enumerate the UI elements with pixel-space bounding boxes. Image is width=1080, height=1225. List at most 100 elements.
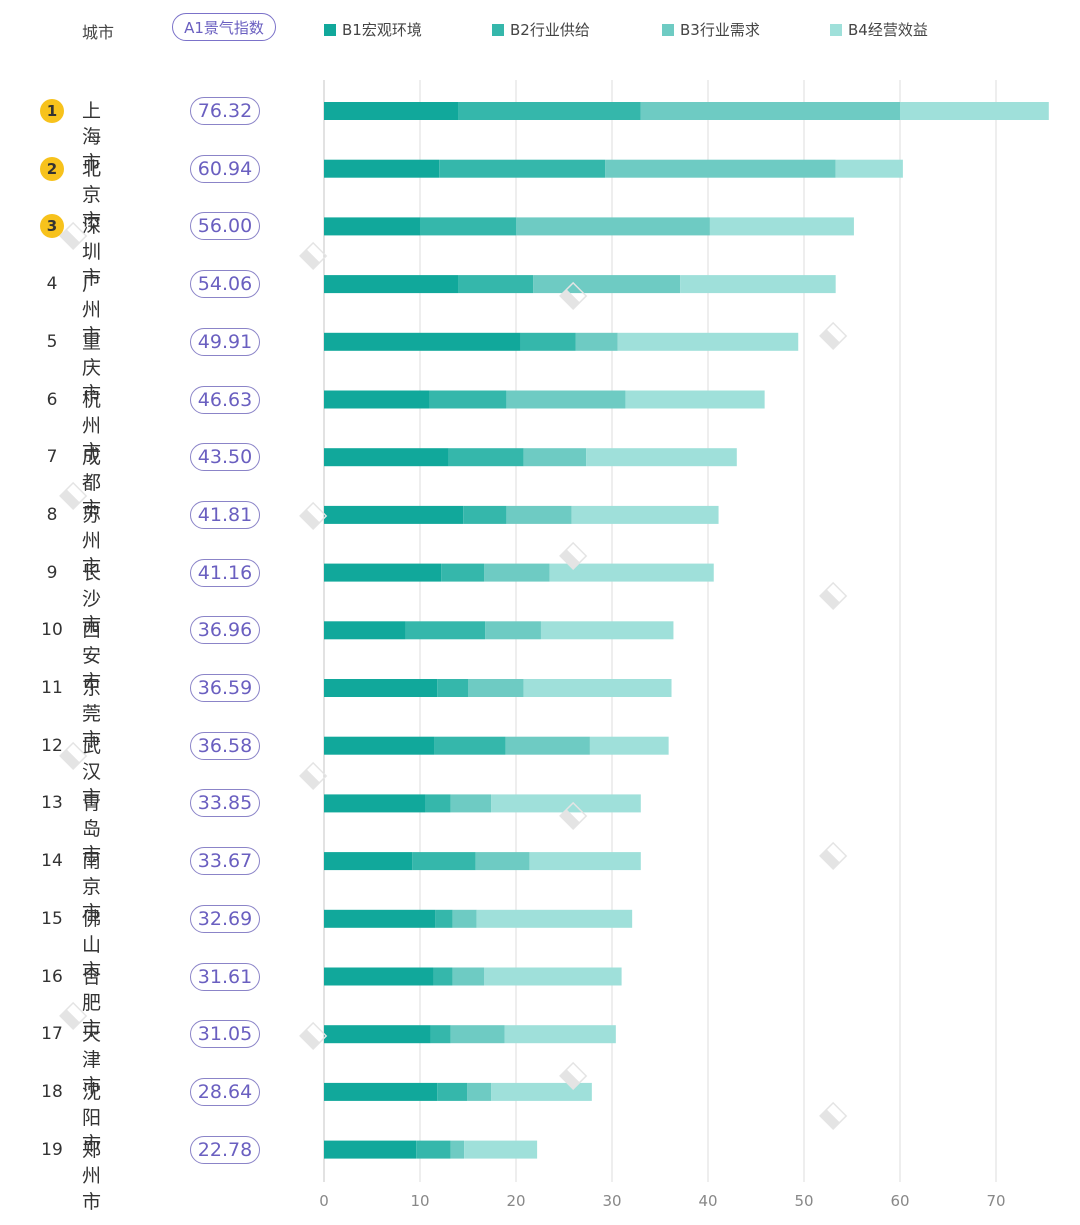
city-label: 沈阳市: [82, 1080, 102, 1155]
city-label: 南京市: [82, 850, 102, 925]
legend-label-b2: B2行业供给: [510, 21, 590, 39]
bar-segment-1-row-17: [324, 1025, 431, 1044]
bar-segment-4-row-3: [709, 217, 854, 236]
index-value-pill: 31.61: [190, 962, 260, 991]
bar-segment-3-row-8: [506, 505, 572, 524]
rank-badge: 7: [46, 447, 58, 468]
bar-segment-3-row-3: [516, 217, 710, 236]
bar-segment-4-row-9: [549, 563, 714, 582]
bar-segment-1-row-11: [324, 679, 438, 697]
index-value-pill: 22.78: [190, 1135, 260, 1164]
bar-segment-4-row-12: [589, 736, 669, 755]
legend-swatch-b2: [492, 23, 504, 36]
rank-badge: 6: [46, 389, 58, 410]
city-label: 重庆市: [82, 330, 102, 405]
bar-segment-4-row-8: [571, 505, 719, 524]
bar-segment-1-row-10: [324, 621, 406, 640]
city-label: 郑州市: [82, 1138, 102, 1213]
rank-badge: 9: [46, 562, 58, 583]
rank-badge: 12: [41, 735, 63, 756]
bar-segment-1-row-16: [324, 967, 434, 986]
x-tick-label-50: 50: [794, 1192, 813, 1210]
bar-segment-4-row-7: [586, 448, 737, 467]
index-value-pill: 33.67: [190, 847, 260, 876]
bar-segment-2-row-3: [420, 217, 516, 236]
bar-segment-2-row-13: [425, 794, 451, 813]
city-label: 青岛市: [82, 792, 102, 867]
index-value-pill: 36.96: [190, 616, 260, 645]
bar-segment-4-row-10: [540, 621, 674, 640]
bar-segment-1-row-4: [324, 275, 459, 294]
bar-segment-1-row-1: [324, 102, 459, 120]
x-tick-label-30: 30: [602, 1192, 621, 1210]
bar-segment-3-row-4: [533, 275, 681, 294]
bar-segment-1-row-15: [324, 909, 436, 928]
bar-segment-4-row-5: [617, 332, 799, 351]
bar-segment-2-row-6: [429, 390, 507, 409]
bar-segment-3-row-12: [505, 736, 590, 755]
index-value-pill: 32.69: [190, 904, 260, 933]
bar-segment-3-row-14: [475, 852, 530, 871]
bar-segment-4-row-6: [625, 390, 765, 409]
legend-item-b3: B3行业需求: [662, 19, 760, 40]
rank-badge: 1: [40, 99, 64, 123]
rank-badge: 15: [41, 908, 63, 929]
index-value-pill: 54.06: [190, 270, 260, 299]
bar-segment-4-row-16: [484, 967, 622, 986]
legend-item-b4: B4经营效益: [830, 19, 928, 40]
bar-segment-3-row-2: [605, 159, 836, 178]
bar-segment-2-row-9: [441, 563, 485, 582]
bar-segment-2-row-18: [437, 1082, 468, 1101]
legend-label-b3: B3行业需求: [680, 21, 760, 39]
legend-label-b1: B1宏观环境: [342, 21, 422, 39]
rank-badge: 3: [40, 214, 64, 239]
bar-segment-4-row-11: [523, 679, 672, 697]
city-label: 苏州市: [82, 503, 102, 578]
bar-segment-2-row-10: [405, 621, 486, 640]
bar-segment-3-row-9: [484, 563, 550, 582]
legend-item-b1: B1宏观环境: [324, 19, 422, 40]
bar-segment-4-row-1: [900, 102, 1049, 120]
index-value-pill: 41.81: [190, 500, 260, 529]
rank-badge: 19: [41, 1139, 63, 1160]
bar-segment-2-row-7: [448, 448, 524, 467]
rank-badge: 18: [41, 1081, 63, 1102]
bar-segment-2-row-4: [458, 275, 534, 294]
legend: 城市 A1景气指数 B1宏观环境 B2行业供给 B3行业需求 B4经营效益: [0, 0, 1080, 60]
city-label: 上海市: [82, 100, 102, 174]
rank-badge: 4: [46, 274, 58, 295]
bar-segment-3-row-5: [575, 332, 618, 351]
index-value-pill: 28.64: [190, 1077, 260, 1106]
bar-segment-3-row-16: [452, 967, 485, 986]
city-label: 武汉市: [82, 734, 102, 809]
bar-segment-1-row-14: [324, 852, 413, 871]
bar-segment-3-row-19: [450, 1140, 465, 1159]
city-label: 佛山市: [82, 907, 102, 982]
bar-segment-2-row-1: [458, 102, 641, 120]
bar-segment-3-row-11: [468, 679, 524, 697]
bar-segment-3-row-6: [506, 390, 626, 409]
rank-badge: 16: [41, 966, 63, 987]
x-tick-label-20: 20: [506, 1192, 525, 1210]
bar-segment-2-row-15: [435, 909, 453, 928]
bar-segment-1-row-9: [324, 563, 442, 582]
index-value-pill: 46.63: [190, 385, 260, 414]
bar-segment-3-row-15: [452, 909, 477, 928]
bar-segment-2-row-2: [439, 159, 606, 178]
bar-segment-3-row-13: [450, 794, 492, 813]
bar-segment-1-row-8: [324, 505, 464, 524]
x-tick-label-0: 0: [319, 1192, 329, 1210]
city-label: 长沙市: [82, 561, 102, 636]
rank-badge: 8: [46, 504, 58, 525]
bar-segment-2-row-5: [520, 332, 576, 351]
bar-segment-3-row-17: [450, 1025, 505, 1044]
legend-swatch-b3: [662, 23, 674, 36]
rank-badge: 10: [41, 620, 63, 641]
bar-segment-2-row-11: [437, 679, 468, 697]
index-value-pill: 33.85: [190, 789, 260, 818]
bar-segment-3-row-7: [523, 448, 587, 467]
city-label: 东莞市: [82, 677, 102, 751]
city-label: 成都市: [82, 446, 102, 521]
x-tick-label-10: 10: [410, 1192, 429, 1210]
